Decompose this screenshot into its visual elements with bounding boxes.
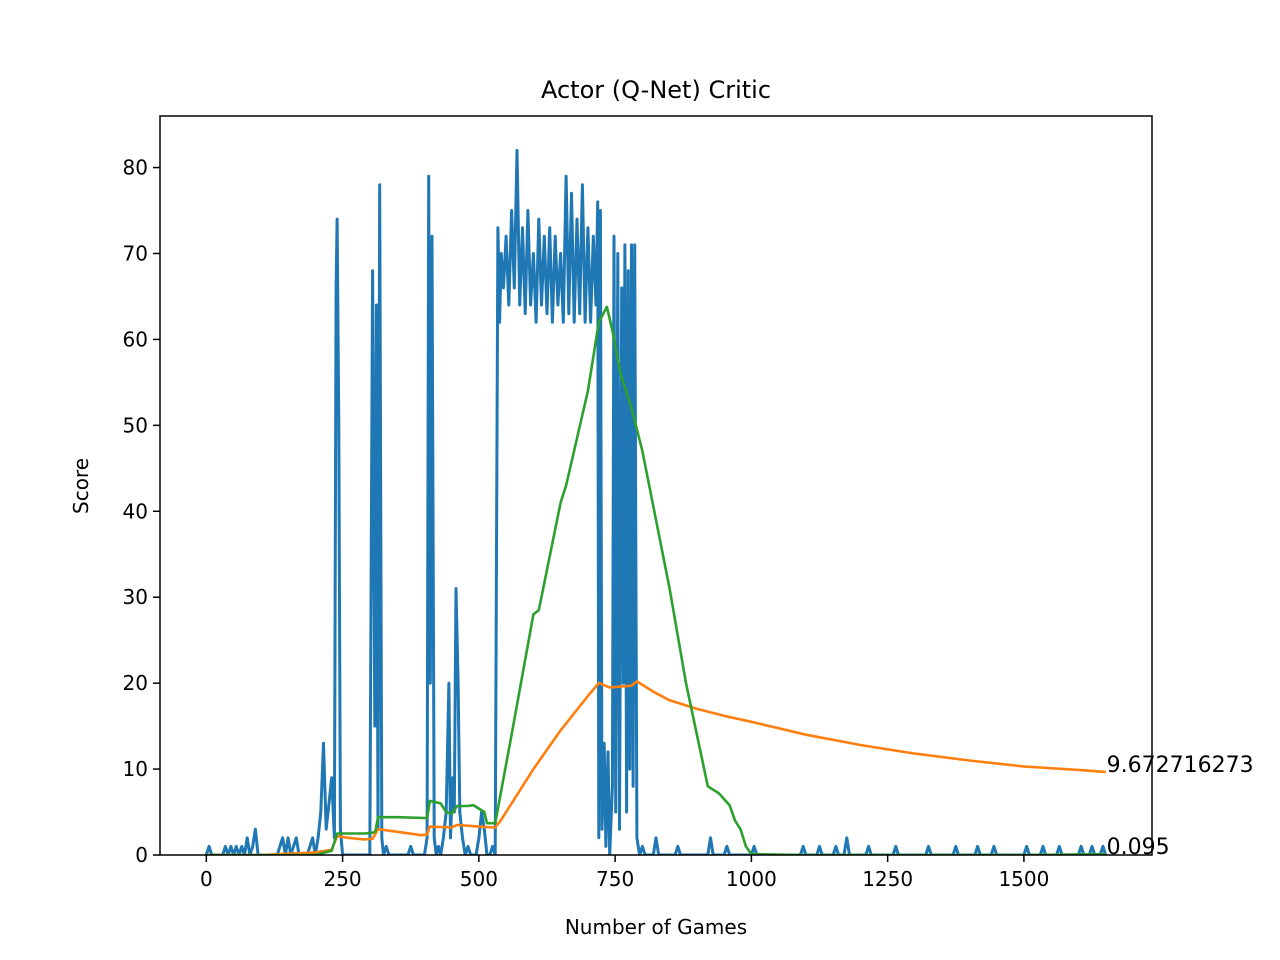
y-tick-label: 10 bbox=[123, 757, 148, 781]
chart-title: Actor (Q-Net) Critic bbox=[541, 76, 771, 104]
end-value-annotation: 9.672716273 bbox=[1107, 753, 1254, 778]
plot-series bbox=[204, 148, 1108, 855]
x-tick-label: 1250 bbox=[862, 867, 913, 891]
x-tick-label: 250 bbox=[323, 867, 361, 891]
x-tick-label: 500 bbox=[460, 867, 498, 891]
y-tick-label: 20 bbox=[123, 671, 148, 695]
x-tick-label: 0 bbox=[200, 867, 213, 891]
end-value-annotation: 0.095 bbox=[1107, 835, 1170, 860]
x-tick-label: 1500 bbox=[998, 867, 1049, 891]
y-tick-label: 30 bbox=[123, 585, 148, 609]
y-axis: 0 10 20 30 40 50 60 70 80 bbox=[123, 156, 160, 867]
series-line-2 bbox=[206, 680, 1106, 855]
series-line-3 bbox=[206, 305, 1106, 855]
y-tick-label: 70 bbox=[123, 241, 148, 265]
x-axis: 0 250 500 750 1000 1250 1500 bbox=[200, 855, 1049, 891]
plot-frame bbox=[159, 115, 1153, 856]
y-tick-label: 60 bbox=[123, 327, 148, 351]
y-axis-label: Score bbox=[69, 458, 93, 514]
y-tick-label: 40 bbox=[123, 499, 148, 523]
y-tick-label: 50 bbox=[123, 413, 148, 437]
y-tick-label: 0 bbox=[135, 843, 148, 867]
x-tick-label: 750 bbox=[596, 867, 634, 891]
annotations: 9.672716273 0.095 bbox=[1107, 753, 1254, 860]
x-tick-label: 1000 bbox=[726, 867, 777, 891]
x-axis-label: Number of Games bbox=[565, 915, 747, 939]
y-tick-label: 80 bbox=[123, 156, 148, 180]
